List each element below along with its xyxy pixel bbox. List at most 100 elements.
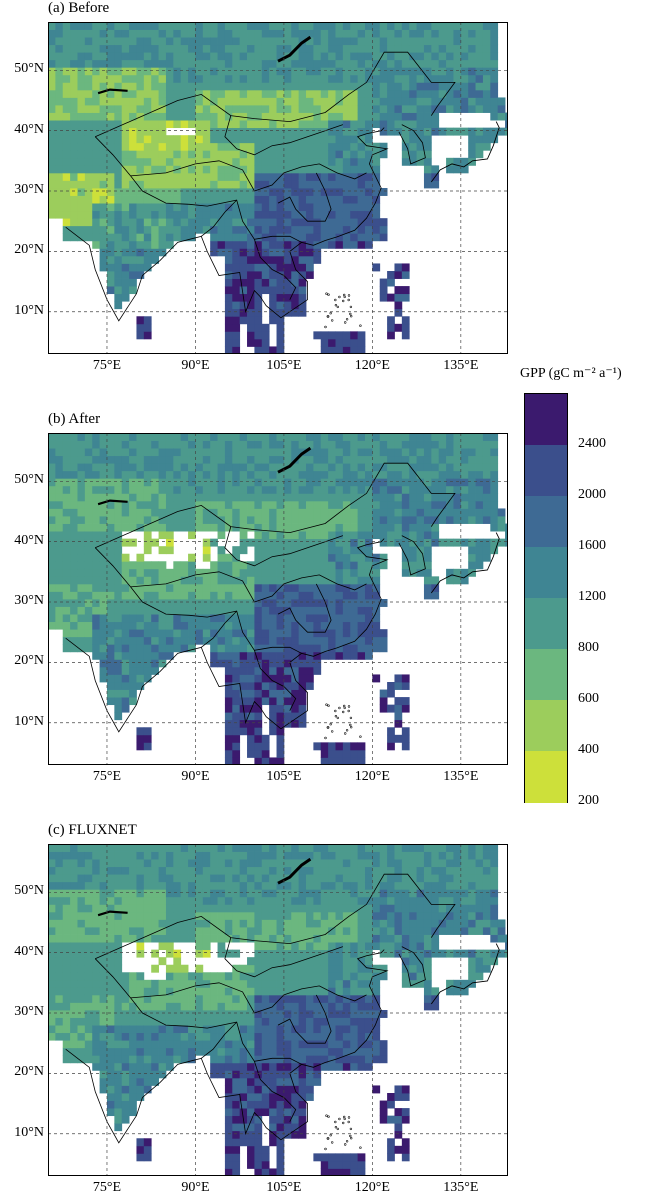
gpp-cell: [99, 1047, 108, 1056]
gpp-cell: [438, 508, 447, 517]
gpp-cell: [394, 29, 403, 38]
gpp-cell: [372, 576, 381, 585]
gpp-cell: [283, 934, 292, 943]
gpp-cell: [129, 1100, 137, 1109]
gpp-cell: [490, 470, 499, 479]
gpp-cell: [320, 749, 329, 758]
gpp-cell: [306, 666, 314, 675]
gpp-cell: [247, 1010, 255, 1018]
gpp-cell: [151, 218, 159, 227]
gpp-cell: [195, 866, 204, 875]
gpp-cell: [269, 37, 277, 46]
gpp-cell: [313, 180, 322, 189]
gpp-cell: [261, 286, 270, 295]
gpp-cell: [173, 561, 182, 570]
gpp-cell: [114, 218, 123, 227]
gpp-cell: [350, 89, 359, 98]
gpp-cell: [70, 1055, 78, 1064]
gpp-cell: [129, 127, 137, 136]
gpp-cell: [129, 972, 137, 981]
gpp-cell: [306, 844, 314, 852]
gpp-cell: [224, 1123, 233, 1132]
gpp-cell: [313, 478, 322, 487]
gpp-cell: [173, 455, 182, 464]
gpp-cell: [276, 82, 285, 91]
gpp-cell: [151, 636, 159, 645]
gpp-cell: [62, 37, 71, 46]
gpp-cell: [84, 1017, 93, 1026]
gpp-cell: [136, 979, 145, 988]
gpp-cell: [195, 493, 204, 502]
gpp-cell: [306, 621, 314, 630]
gpp-cell: [165, 52, 174, 61]
gpp-cell: [328, 470, 336, 479]
gpp-cell: [320, 979, 329, 988]
gpp-cell: [202, 1047, 211, 1056]
gpp-cell: [328, 485, 336, 494]
gpp-cell: [291, 1047, 300, 1056]
gpp-cell: [129, 89, 137, 98]
gpp-cell: [276, 493, 285, 502]
gpp-cell: [247, 74, 255, 83]
gpp-cell: [269, 516, 277, 524]
gpp-cell: [247, 523, 255, 532]
gpp-cell: [210, 127, 218, 136]
gpp-cell: [328, 757, 336, 765]
gpp-cell: [335, 225, 344, 234]
gpp-cell: [328, 440, 336, 449]
gpp-cell: [283, 1032, 292, 1041]
gpp-cell: [232, 697, 241, 706]
gpp-cell: [291, 659, 300, 668]
gpp-cell: [195, 979, 204, 988]
gpp-cell: [224, 172, 233, 181]
gpp-cell: [224, 949, 233, 958]
gpp-cell: [490, 127, 499, 136]
gpp-cell: [320, 172, 329, 181]
gpp-cell: [313, 1153, 322, 1162]
gpp-cell: [357, 142, 366, 151]
gpp-cell: [114, 689, 123, 698]
gpp-cell: [114, 112, 123, 121]
gpp-cell: [283, 278, 292, 287]
gpp-cell: [48, 546, 56, 555]
gpp-cell: [283, 135, 292, 144]
gpp-cell: [372, 516, 381, 524]
gpp-cell: [342, 82, 351, 91]
gpp-cell: [180, 927, 189, 935]
gpp-cell: [291, 904, 300, 913]
gpp-cell: [239, 689, 248, 698]
border-line: [224, 115, 344, 156]
gpp-cell: [165, 233, 174, 242]
gpp-cell: [291, 689, 300, 698]
gpp-cell: [247, 508, 255, 517]
gpp-cell: [416, 74, 425, 83]
gpp-cell: [387, 74, 395, 83]
gpp-cell: [276, 934, 285, 943]
gpp-cell: [453, 485, 462, 494]
gpp-cell: [106, 546, 115, 555]
gpp-cell: [453, 440, 462, 449]
gpp-cell: [210, 1055, 218, 1064]
gpp-cell: [283, 942, 292, 951]
gpp-cell: [342, 629, 351, 638]
gpp-cell: [202, 994, 211, 1003]
gpp-cell: [136, 851, 145, 860]
gpp-cell: [173, 889, 182, 898]
gpp-cell: [121, 448, 130, 457]
gpp-cell: [129, 689, 137, 698]
gpp-cell: [261, 210, 270, 219]
gpp-cell: [188, 97, 196, 106]
gpp-cell: [379, 22, 388, 30]
gpp-cell: [48, 972, 56, 981]
gpp-cell: [320, 218, 329, 227]
gpp-cell: [328, 644, 336, 653]
gpp-cell: [357, 470, 366, 479]
gpp-cell: [335, 463, 344, 472]
gpp-cell: [254, 240, 263, 249]
gpp-cell: [276, 52, 285, 61]
gpp-cell: [313, 538, 322, 547]
gpp-cell: [254, 1077, 263, 1086]
gpp-cell: [247, 172, 255, 181]
gpp-cell: [313, 651, 322, 660]
gpp-cell: [350, 599, 359, 607]
